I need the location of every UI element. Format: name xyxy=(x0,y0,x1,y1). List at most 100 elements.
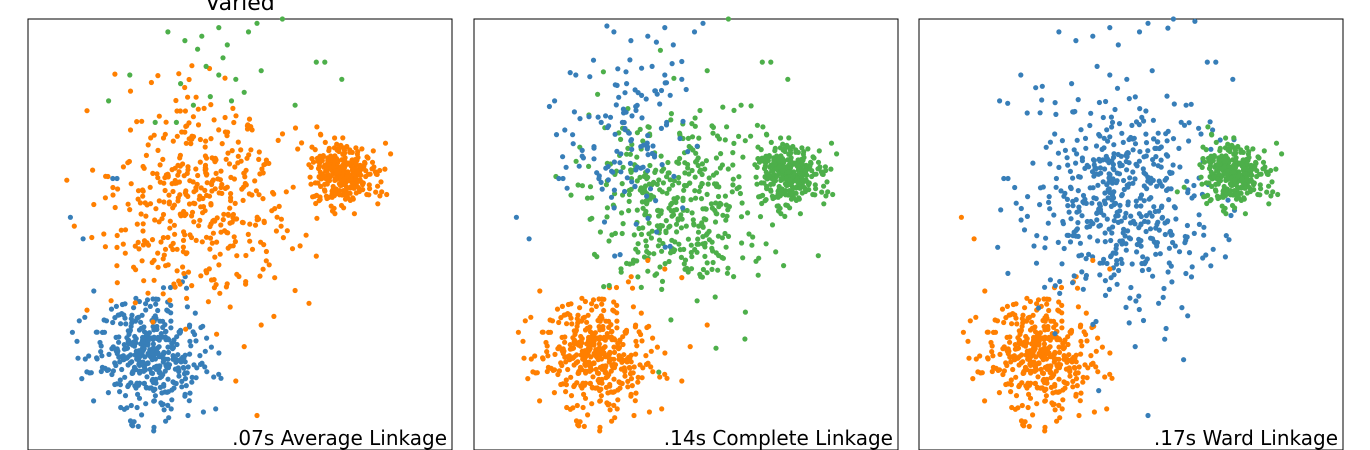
scatter-point-blue xyxy=(653,198,659,204)
scatter-point-orange xyxy=(650,335,656,341)
scatter-point-orange xyxy=(579,348,585,354)
scatter-point-blue xyxy=(647,186,654,192)
scatter-point-blue xyxy=(1166,197,1172,203)
scatter-point-blue xyxy=(147,303,153,309)
scatter-point-green xyxy=(659,286,665,292)
scatter-point-blue xyxy=(187,338,193,344)
scatter-point-green xyxy=(584,195,591,201)
scatter-point-orange xyxy=(989,368,995,375)
scatter-point-green xyxy=(645,174,651,180)
scatter-point-orange xyxy=(1034,301,1040,307)
scatter-point-green xyxy=(1227,146,1233,152)
scatter-point-orange xyxy=(307,174,313,180)
scatter-point-orange xyxy=(272,206,278,212)
scatter-point-orange xyxy=(620,341,626,348)
scatter-point-green xyxy=(713,345,719,351)
scatter-point-blue xyxy=(1150,117,1156,123)
scatter-point-blue xyxy=(135,314,141,320)
scatter-point-blue xyxy=(1176,249,1183,255)
scatter-point-orange xyxy=(195,172,201,179)
scatter-point-blue xyxy=(1075,97,1081,103)
scatter-point-green xyxy=(1255,154,1261,160)
scatter-point-orange xyxy=(594,370,601,376)
scatter-point-blue xyxy=(1156,208,1162,214)
scatter-point-green xyxy=(1211,174,1217,180)
scatter-point-orange xyxy=(181,173,187,179)
scatter-point-orange xyxy=(122,250,128,256)
timing-label: .07s Average Linkage xyxy=(232,426,447,450)
scatter-point-orange xyxy=(261,162,267,168)
scatter-point-orange xyxy=(620,334,626,340)
scatter-point-blue xyxy=(122,301,128,307)
scatter-point-orange xyxy=(150,319,156,325)
scatter-point-orange xyxy=(979,370,985,376)
scatter-point-orange xyxy=(215,176,221,182)
scatter-point-orange xyxy=(187,178,193,184)
scatter-point-blue xyxy=(1146,266,1152,273)
scatter-point-orange xyxy=(650,369,656,375)
scatter-point-orange xyxy=(156,198,162,204)
scatter-point-blue xyxy=(645,215,651,221)
scatter-point-orange xyxy=(607,357,613,363)
scatter-point-green xyxy=(675,217,681,223)
scatter-point-green xyxy=(730,162,736,168)
scatter-point-blue xyxy=(1141,118,1147,124)
scatter-point-orange xyxy=(610,307,616,313)
scatter-point-blue xyxy=(1094,63,1100,69)
scatter-point-orange xyxy=(204,192,210,198)
scatter-point-blue xyxy=(169,397,175,403)
scatter-point-green xyxy=(782,146,788,152)
scatter-point-orange xyxy=(225,212,232,218)
scatter-point-blue xyxy=(144,297,151,303)
scatter-point-green xyxy=(702,166,708,172)
scatter-point-orange xyxy=(252,222,259,228)
scatter-point-orange xyxy=(222,185,228,191)
scatter-point-orange xyxy=(218,222,224,228)
scatter-point-blue xyxy=(1134,241,1140,248)
scatter-point-blue xyxy=(1033,85,1039,91)
scatter-point-orange xyxy=(631,412,637,419)
scatter-point-blue xyxy=(161,381,167,388)
scatter-point-blue xyxy=(166,415,172,421)
scatter-point-blue xyxy=(1230,76,1236,82)
scatter-point-orange xyxy=(364,191,370,198)
scatter-point-green xyxy=(763,197,769,203)
scatter-point-blue xyxy=(128,316,134,322)
scatter-point-green xyxy=(756,159,763,165)
scatter-point-orange xyxy=(182,212,188,219)
scatter-point-blue xyxy=(667,92,673,98)
scatter-point-orange xyxy=(235,139,241,145)
scatter-point-orange xyxy=(544,349,550,355)
scatter-point-blue xyxy=(1158,164,1164,170)
scatter-point-blue xyxy=(139,412,145,418)
scatter-point-blue xyxy=(1134,163,1140,169)
scatter-point-blue xyxy=(1137,106,1143,112)
scatter-point-green xyxy=(718,201,724,207)
scatter-point-orange xyxy=(1013,301,1019,307)
scatter-point-green xyxy=(682,257,689,263)
scatter-point-orange xyxy=(362,159,368,165)
scatter-point-blue xyxy=(97,339,103,346)
scatter-point-blue xyxy=(1108,237,1114,244)
scatter-point-orange xyxy=(182,232,188,238)
scatter-point-blue xyxy=(1141,183,1147,189)
scatter-point-orange xyxy=(314,192,320,198)
scatter-point-blue xyxy=(1079,269,1085,275)
scatter-point-green xyxy=(1251,180,1257,186)
scatter-point-green xyxy=(787,205,793,211)
scatter-point-blue xyxy=(135,423,141,429)
scatter-point-orange xyxy=(360,180,366,186)
scatter-point-orange xyxy=(639,375,645,381)
scatter-point-blue xyxy=(1005,100,1011,106)
scatter-point-blue xyxy=(1070,203,1076,209)
scatter-point-orange xyxy=(131,264,137,270)
scatter-point-blue xyxy=(1100,114,1106,121)
scatter-point-blue xyxy=(1183,270,1189,277)
scatter-point-blue xyxy=(176,373,182,379)
scatter-point-blue xyxy=(1075,233,1081,239)
scatter-point-green xyxy=(646,250,652,256)
scatter-point-green xyxy=(704,191,710,197)
scatter-point-orange xyxy=(241,344,247,350)
scatter-point-orange xyxy=(310,159,317,165)
scatter-point-orange xyxy=(257,273,263,279)
